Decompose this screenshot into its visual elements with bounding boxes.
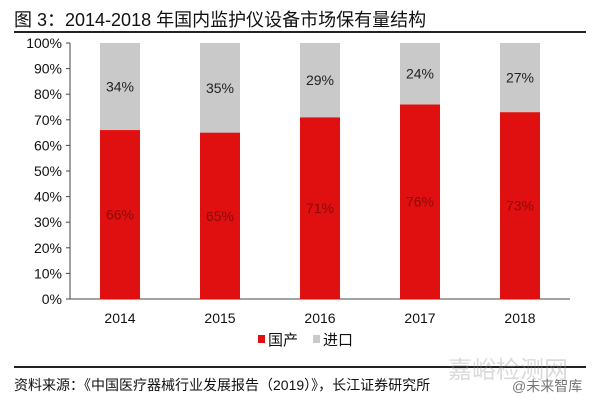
legend-label: 进口 (323, 332, 353, 349)
bar-domestic (400, 104, 440, 299)
data-label: 73% (506, 198, 534, 214)
chart-title: 图 3：2014-2018 年国内监护仪设备市场保有量结构 (14, 10, 427, 30)
title-divider (14, 31, 586, 33)
x-tick-label: 2017 (404, 310, 435, 326)
data-label: 76% (406, 194, 434, 210)
x-tick-label: 2016 (304, 310, 335, 326)
bar-domestic (500, 112, 540, 300)
y-tick-label: 50% (34, 163, 62, 179)
bar-import (300, 43, 340, 118)
source-note: 资料来源：《中国医疗器械行业发展报告（2019）》，长江证券研究所 (14, 377, 431, 393)
bar-import (100, 43, 140, 131)
legend-swatch (313, 335, 320, 343)
data-label: 66% (106, 207, 134, 223)
legend-label: 国产 (268, 332, 298, 349)
source-divider (14, 366, 586, 368)
y-tick-label: 80% (34, 86, 62, 102)
bar-import (200, 43, 240, 133)
y-tick-label: 30% (34, 214, 62, 230)
data-label: 34% (106, 79, 134, 95)
data-label: 24% (406, 66, 434, 82)
legend-swatch (258, 335, 265, 343)
data-label: 35% (206, 80, 234, 96)
x-tick-label: 2014 (104, 310, 135, 326)
bar-import (400, 43, 440, 105)
bar-domestic (300, 117, 340, 300)
data-label: 27% (506, 70, 534, 86)
x-tick-label: 2018 (504, 310, 535, 326)
y-tick-label: 10% (34, 265, 62, 281)
x-tick-label: 2015 (204, 310, 235, 326)
watermark: 嘉峪检测网 (448, 357, 568, 384)
data-label: 71% (306, 200, 334, 216)
bar-chart: 0% 10% 20% 30% 40% 50% 60% 70% 80% 90% 100% 66% 34% 2… (26, 35, 570, 349)
y-tick-label: 20% (34, 240, 62, 256)
data-label: 65% (206, 208, 234, 224)
y-tick-label: 0% (42, 291, 62, 307)
y-tick-label: 70% (34, 112, 62, 128)
bar-domestic (200, 132, 240, 299)
y-tick-label: 90% (34, 61, 62, 77)
y-tick-label: 100% (26, 35, 62, 51)
bar-domestic (100, 130, 140, 299)
y-tick-label: 60% (34, 137, 62, 153)
watermark-2: @未来智库 (512, 378, 583, 394)
data-label: 29% (306, 72, 334, 88)
bar-import (500, 43, 540, 113)
y-tick-label: 40% (34, 189, 62, 205)
